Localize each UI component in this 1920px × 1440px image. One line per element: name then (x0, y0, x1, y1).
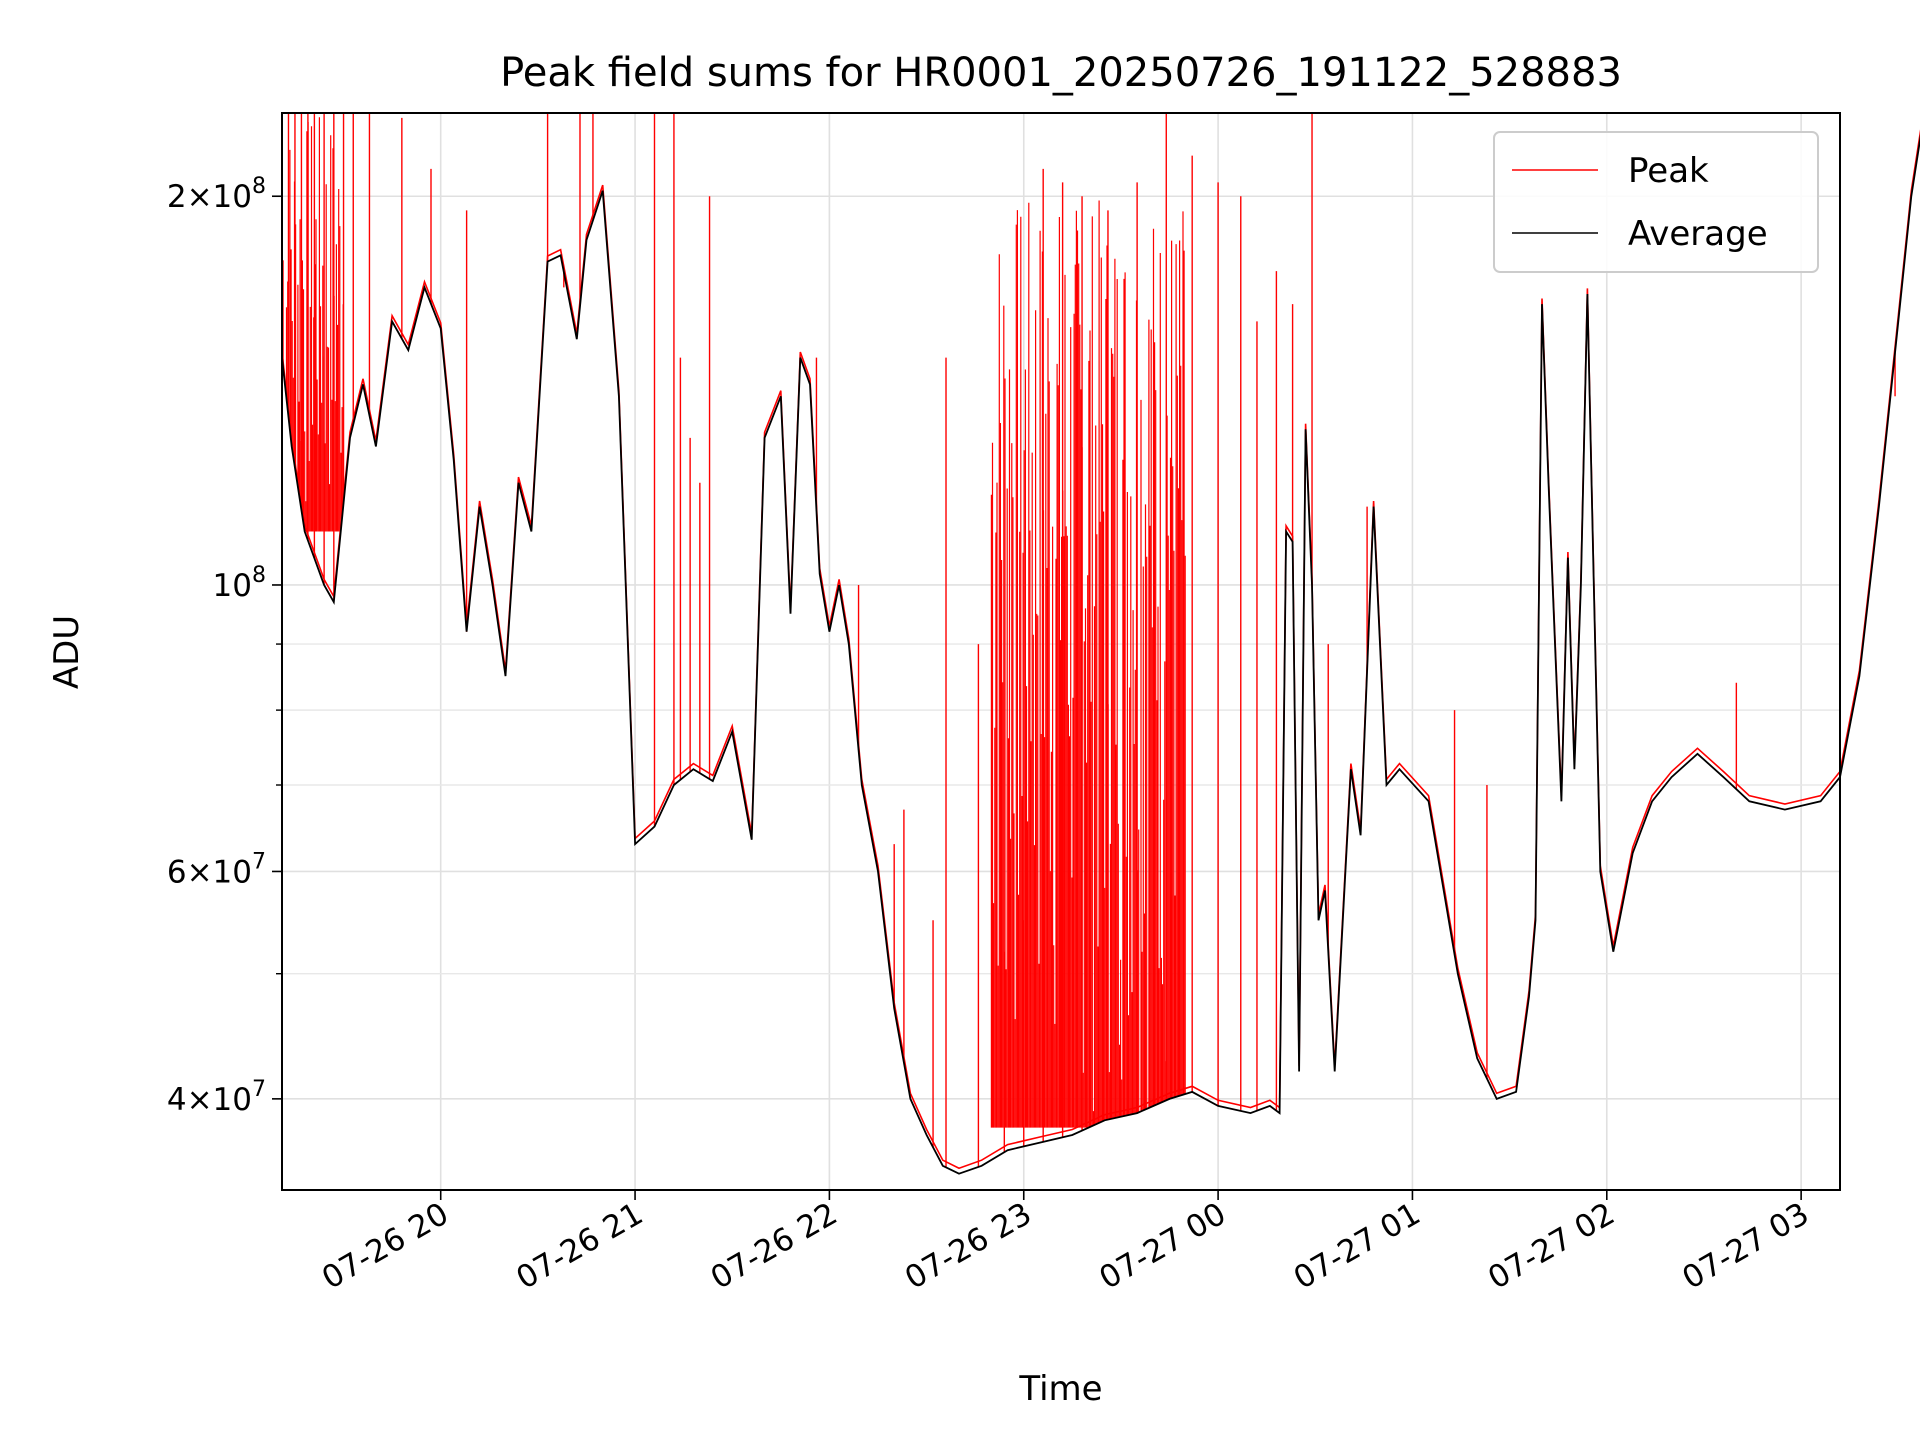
y-tick-label: 2×108 (167, 174, 266, 215)
chart-title: Peak field sums for HR0001_20250726_1911… (500, 50, 1622, 96)
y-tick-label: 108 (213, 563, 266, 604)
y-tick-label: 4×107 (167, 1077, 266, 1118)
average-line (281, 134, 1920, 1175)
average-series-layer (281, 134, 1920, 1175)
x-axis-label: Time (1018, 1369, 1102, 1409)
y-tick-label: 6×107 (167, 849, 266, 890)
legend-average-label: Average (1628, 214, 1768, 254)
y-axis-label: ADU (47, 615, 87, 689)
legend-peak-label: Peak (1628, 151, 1709, 191)
legend-box (1493, 131, 1819, 273)
peak-series-layer (281, 113, 1920, 1170)
plot-frame (281, 112, 1841, 1191)
legend: Peak Average (1493, 131, 1819, 273)
